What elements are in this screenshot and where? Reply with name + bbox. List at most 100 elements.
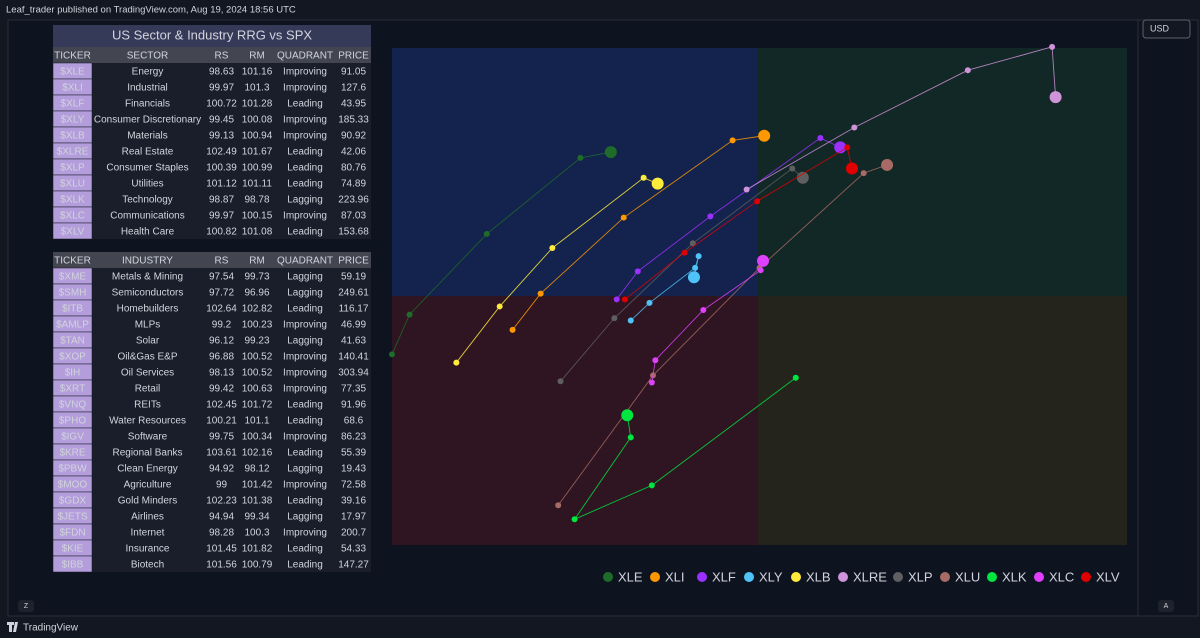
- row-bg: [92, 476, 371, 492]
- ticker: $XLU: [60, 179, 85, 190]
- row-bg: [92, 396, 371, 412]
- cell: 102.45: [206, 400, 237, 411]
- cell: Leading: [287, 448, 323, 459]
- legend-label: XLF: [712, 569, 736, 584]
- column-header: INDUSTRY: [122, 256, 173, 267]
- price-scale: [1137, 19, 1199, 617]
- ticker: $KRE: [59, 448, 85, 459]
- brand-logo: [7, 622, 18, 632]
- brand: TradingView: [23, 623, 79, 634]
- column-header: RM: [249, 256, 265, 267]
- column-header: RM: [249, 51, 265, 62]
- cell: 72.58: [341, 480, 366, 491]
- cell: Improving: [283, 480, 327, 491]
- row-bg: [92, 316, 371, 332]
- current-point: [1049, 91, 1062, 104]
- cell: 100.82: [206, 227, 237, 238]
- cell: 101.12: [206, 179, 237, 190]
- table-title: US Sector & Industry RRG vs SPX: [112, 27, 312, 42]
- auto-button[interactable]: [1158, 600, 1174, 612]
- current-point: [845, 162, 858, 175]
- cell: 223.96: [338, 195, 369, 206]
- row-bg: [92, 348, 371, 364]
- legend-label: XLI: [665, 569, 685, 584]
- currency-button[interactable]: [1142, 19, 1191, 39]
- cell: 98.13: [209, 368, 234, 379]
- ticker: $ITB: [62, 304, 83, 315]
- cell: 101.42: [242, 480, 273, 491]
- ticker: $XME: [59, 272, 87, 283]
- quadrant-weakening: [758, 296, 1127, 545]
- cell: 99.75: [209, 432, 234, 443]
- cell: Gold Minders: [118, 496, 177, 507]
- cell: 102.23: [206, 496, 237, 507]
- table-title-bg: [53, 25, 371, 47]
- cell: 98.28: [209, 528, 234, 539]
- tables: US Sector & Industry RRG vs SPX TICKER SEC…: [52, 25, 371, 573]
- trail-point: [743, 186, 750, 193]
- ticker: $XLI: [62, 83, 83, 94]
- cell: 99.73: [244, 272, 269, 283]
- row-bg: [92, 444, 371, 460]
- ticker: $XLY: [61, 115, 85, 126]
- ticker: $XOP: [59, 352, 86, 363]
- row-bg: [92, 460, 371, 476]
- cell: Lagging: [287, 288, 323, 299]
- cell: 59.19: [341, 272, 366, 283]
- cell: Semiconductors: [112, 288, 184, 299]
- trail-point: [613, 296, 620, 303]
- cell: Improving: [283, 115, 327, 126]
- ticker: $PBW: [58, 464, 87, 475]
- trail-point: [557, 378, 564, 385]
- cell: 101.11: [242, 179, 272, 190]
- cell: 99.34: [244, 512, 269, 523]
- trail-point: [844, 144, 851, 151]
- trail-point: [577, 154, 584, 161]
- ticker: $XLRE: [57, 147, 89, 158]
- cell: 91.96: [341, 400, 366, 411]
- cell: 101.3: [244, 83, 269, 94]
- legend-dot: [650, 572, 660, 582]
- cell: 98.12: [244, 464, 269, 475]
- ticker: $TAN: [60, 336, 85, 347]
- cell: 140.41: [338, 352, 369, 363]
- current-point: [881, 158, 894, 171]
- legend-label: XLP: [908, 569, 933, 584]
- row-bg: [92, 111, 371, 127]
- trail-point: [1049, 43, 1056, 50]
- trail-point: [537, 290, 544, 297]
- cell: 127.6: [341, 83, 366, 94]
- cell: 87.03: [341, 211, 366, 222]
- cell: 99.97: [209, 83, 234, 94]
- cell: Insurance: [126, 544, 170, 555]
- legend-dot: [940, 572, 950, 582]
- cell: 99.23: [244, 336, 269, 347]
- legend-label: XLV: [1096, 569, 1120, 584]
- cell: Leading: [287, 227, 323, 238]
- cell: Oil Services: [121, 368, 174, 379]
- cell: Leading: [287, 163, 323, 174]
- cell: 200.7: [341, 528, 366, 539]
- cell: Clean Energy: [117, 464, 178, 475]
- column-header: QUADRANT: [277, 51, 333, 62]
- cell: 96.96: [244, 288, 269, 299]
- zoom-button[interactable]: [18, 600, 34, 612]
- current-point: [834, 141, 847, 154]
- row-bg: [92, 63, 371, 79]
- cell: 100.72: [206, 99, 237, 110]
- ticker: $JETS: [57, 512, 87, 523]
- cell: Agriculture: [124, 480, 172, 491]
- legend-label: XLU: [955, 569, 980, 584]
- ticker: $XLV: [61, 227, 85, 238]
- trail-point: [789, 165, 796, 172]
- cell: 100.99: [242, 163, 273, 174]
- trail-point: [707, 213, 714, 220]
- row-bg: [92, 524, 371, 540]
- cell: Improving: [283, 131, 327, 142]
- legend-label: XLK: [1002, 569, 1027, 584]
- cell: 94.92: [209, 464, 234, 475]
- column-header: RS: [215, 51, 229, 62]
- ticker: $XLC: [60, 211, 85, 222]
- cell: 101.1: [244, 416, 269, 427]
- row-bg: [92, 79, 371, 95]
